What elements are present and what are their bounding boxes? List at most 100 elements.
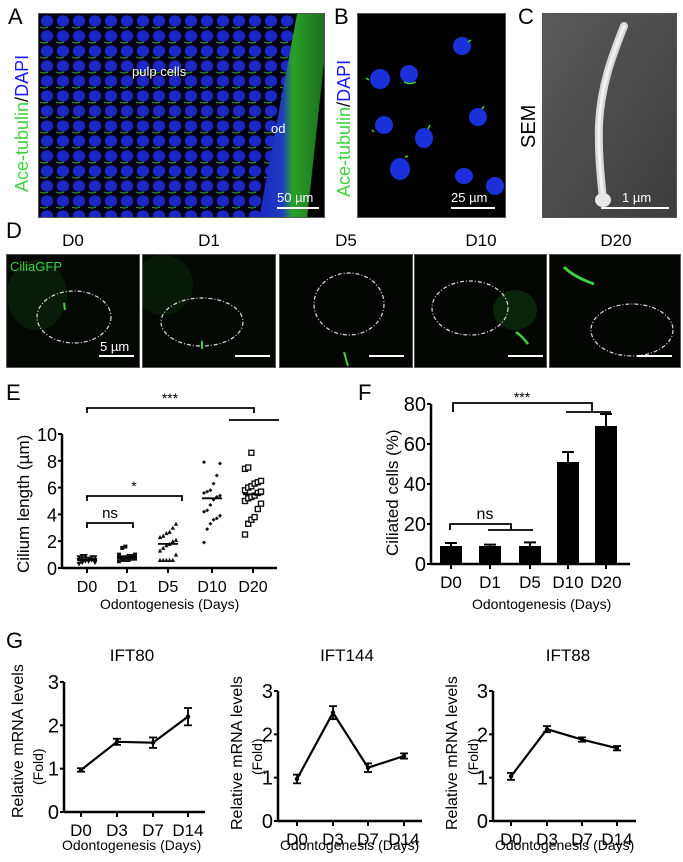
chart-g2-title: IFT144 <box>320 646 374 665</box>
chart-f-ciliated-cells: 0 20 40 60 80 D0 D1 D5 D10 D20 ns *** <box>404 389 630 592</box>
timepoint-d0: D0 <box>62 231 84 250</box>
svg-text:1: 1 <box>48 759 59 781</box>
panel-c-sem-image: 1 µm <box>542 13 677 218</box>
chart-g3-ylabel-unit: (Fold) <box>465 738 481 775</box>
scale-label-c: 1 µm <box>622 190 652 205</box>
timepoint-d20: D20 <box>600 231 632 250</box>
label-odontoblast: od <box>271 121 286 136</box>
panel-a-stain-label: Ace-tubulin/DAPI <box>12 55 33 192</box>
scale-bar-d10 <box>508 355 543 357</box>
chart-g2-ylabel-unit: (Fold) <box>249 738 265 775</box>
svg-text:ns: ns <box>102 505 118 522</box>
svg-text:0: 0 <box>48 802 59 824</box>
svg-text:60: 60 <box>404 434 426 456</box>
panel-label-d: D <box>6 218 22 243</box>
scale-bar-d20 <box>637 355 672 357</box>
svg-text:D10: D10 <box>552 573 583 592</box>
stain-ace-tubulin: Ace-tubulin <box>334 106 354 197</box>
svg-text:D10: D10 <box>197 579 226 596</box>
d10-cell <box>415 255 546 367</box>
scale-label-a: 50 µm <box>277 190 314 205</box>
svg-text:D3: D3 <box>536 830 558 849</box>
chart-g2-xlabel: Odontogenesis (Days) <box>280 837 420 853</box>
svg-text:8: 8 <box>47 452 57 472</box>
svg-text:D14: D14 <box>172 821 203 840</box>
d0-cell <box>7 255 139 367</box>
stain-separator: / <box>334 101 354 107</box>
svg-text:D5: D5 <box>158 579 179 596</box>
d0-cilia-image: CiliaGFP 5 µm <box>6 254 140 368</box>
scale-bar-a <box>277 207 319 209</box>
svg-text:D5: D5 <box>519 573 541 592</box>
scale-bar-c <box>601 207 669 209</box>
svg-text:D20: D20 <box>238 579 267 596</box>
scale-bar-d5 <box>369 355 404 357</box>
svg-text:2: 2 <box>47 532 57 552</box>
svg-text:2: 2 <box>48 715 59 737</box>
svg-text:D0: D0 <box>70 821 92 840</box>
svg-text:D14: D14 <box>388 830 419 849</box>
svg-text:D0: D0 <box>286 830 308 849</box>
panel-label-c: C <box>518 4 534 29</box>
cells-image <box>358 14 505 217</box>
svg-text:6: 6 <box>47 479 57 499</box>
chart-f-xlabel: Odontogenesis (Days) <box>472 596 612 612</box>
svg-text:D0: D0 <box>500 830 522 849</box>
chart-g3-xlabel: Odontogenesis (Days) <box>495 837 635 853</box>
svg-text:D14: D14 <box>601 830 632 849</box>
chart-g-ift144: IFT144 0 1 2 3 D0 D3 D7 D14 Relative mRNA level… <box>225 630 453 862</box>
scale-bar-b <box>451 207 495 209</box>
panel-label-g: G <box>6 628 24 653</box>
ciliagfp-label: CiliaGFP <box>10 259 63 274</box>
svg-text:D1: D1 <box>479 573 501 592</box>
svg-text:3: 3 <box>48 672 59 694</box>
sem-cilium <box>543 14 676 217</box>
svg-text:*: * <box>131 478 137 494</box>
stain-dapi: DAPI <box>12 54 32 97</box>
svg-text:1: 1 <box>477 768 488 790</box>
d5-cilia-image <box>279 254 413 368</box>
chart-g2-ylabel: Relative mRNA levels <box>229 676 246 830</box>
svg-text:40: 40 <box>404 474 426 496</box>
d5-cell <box>280 255 412 367</box>
panel-label-b: B <box>334 4 349 29</box>
svg-text:D7: D7 <box>357 830 379 849</box>
svg-text:0: 0 <box>415 554 426 576</box>
chart-g1-ylabel-unit: (Fold) <box>30 748 46 785</box>
timepoint-d10: D10 <box>465 231 497 250</box>
scale-bar-d1 <box>235 355 270 357</box>
scale-label-b: 25 µm <box>451 190 488 205</box>
d1-cell <box>143 255 275 367</box>
svg-text:D7: D7 <box>571 830 593 849</box>
svg-text:0: 0 <box>47 559 57 579</box>
chart-g3-title: IFT88 <box>545 646 591 665</box>
timepoint-d1: D1 <box>198 231 220 250</box>
svg-text:2: 2 <box>262 724 273 746</box>
panel-a-micrograph: pulp cells od 50 µm <box>38 13 325 218</box>
stain-ace-tubulin: Ace-tubulin <box>12 101 32 192</box>
panel-label-e: E <box>6 380 21 405</box>
chart-e-xlabel: Odontogenesis (Days) <box>100 596 240 612</box>
chart-g1-svg: 0 1 2 3 D0 D3 D7 D14 <box>48 672 205 840</box>
panel-label-f: F <box>358 380 372 405</box>
chart-e-ylabel: Cilium length (µm) <box>14 434 33 573</box>
svg-text:0: 0 <box>262 811 273 833</box>
svg-text:D7: D7 <box>142 821 164 840</box>
chart-f-ylabel: Ciliated cells (%) <box>383 429 402 556</box>
svg-text:1: 1 <box>262 768 273 790</box>
svg-text:***: *** <box>162 390 179 406</box>
sem-label: SEM <box>518 104 540 148</box>
chart-g3-ylabel: Relative mRNA levels <box>444 676 461 830</box>
d10-cilia-image <box>414 254 547 368</box>
svg-text:0: 0 <box>477 811 488 833</box>
svg-text:3: 3 <box>477 681 488 703</box>
d20-cell <box>550 255 680 367</box>
timepoint-d5: D5 <box>335 231 357 250</box>
panel-label-a: A <box>8 4 23 29</box>
svg-text:D3: D3 <box>106 821 128 840</box>
svg-text:10: 10 <box>37 425 57 445</box>
svg-text:D0: D0 <box>77 579 98 596</box>
svg-text:4: 4 <box>47 505 57 525</box>
